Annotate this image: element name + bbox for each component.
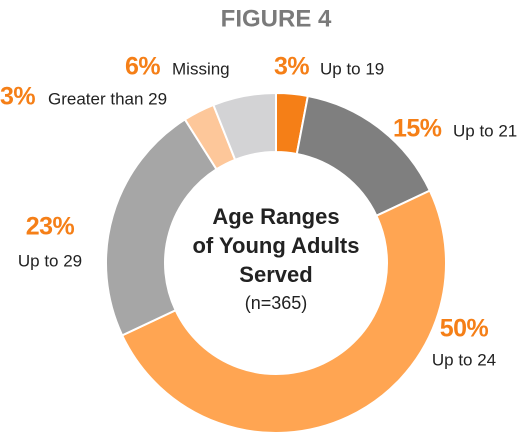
value-label: 15%	[393, 115, 442, 143]
chart-title: FIGURE 4	[221, 5, 332, 32]
category-label: Greater than 29	[48, 89, 167, 108]
value-label: 50%	[440, 315, 489, 343]
center-subtitle: (n=365)	[245, 293, 308, 313]
center-title: of Young Adults	[192, 233, 359, 258]
category-label: Up to 19	[320, 59, 384, 78]
value-label: 3%	[274, 53, 309, 81]
category-label: Missing	[172, 59, 230, 78]
category-label: Up to 24	[432, 350, 496, 369]
donut-segment	[105, 118, 218, 337]
category-label: Up to 29	[18, 251, 82, 270]
center-title: Served	[239, 262, 312, 287]
donut-segment	[120, 189, 447, 434]
center-title: Age Ranges	[212, 204, 339, 229]
value-label: 3%	[0, 83, 35, 111]
value-label: 6%	[125, 53, 160, 81]
value-label: 23%	[26, 213, 75, 241]
category-label: Up to 21	[453, 121, 517, 140]
donut-segment	[212, 91, 277, 162]
